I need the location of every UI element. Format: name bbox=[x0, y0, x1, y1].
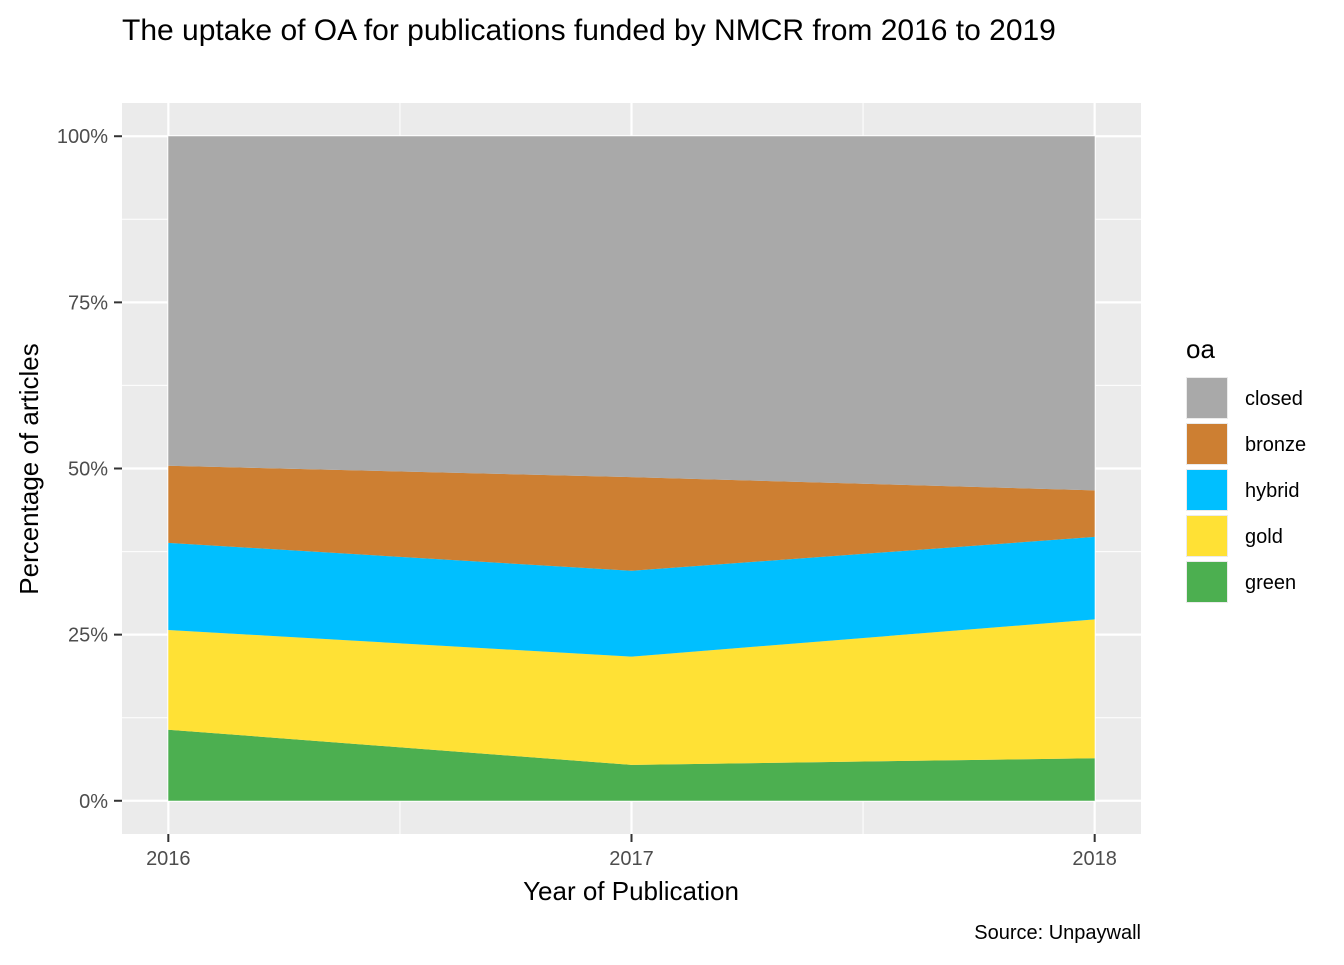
legend-label-gold: gold bbox=[1245, 526, 1283, 548]
legend-swatch-green bbox=[1187, 562, 1227, 602]
y-tick-label: 0% bbox=[79, 791, 108, 813]
y-tick-label: 50% bbox=[68, 459, 108, 481]
y-tick-label: 75% bbox=[68, 292, 108, 314]
area-green bbox=[168, 729, 1095, 801]
y-axis-label: Percentage of articles bbox=[14, 343, 44, 594]
x-tick-label: 2018 bbox=[1072, 848, 1117, 870]
area-gold bbox=[168, 619, 1095, 765]
legend-swatch-closed bbox=[1187, 378, 1227, 418]
x-tick-label: 2017 bbox=[609, 848, 654, 870]
legend-swatch-bronze bbox=[1187, 424, 1227, 464]
y-tick-label: 100% bbox=[57, 126, 108, 148]
legend-label-closed: closed bbox=[1245, 388, 1303, 410]
legend-title: oa bbox=[1186, 334, 1215, 364]
area-closed bbox=[168, 136, 1095, 491]
x-axis-label: Year of Publication bbox=[523, 876, 739, 906]
legend-swatch-gold bbox=[1187, 516, 1227, 556]
legend-label-hybrid: hybrid bbox=[1245, 480, 1299, 502]
plot-panel: 0% 25% 50% 75% 100% 2016 2017 2018 bbox=[57, 103, 1141, 870]
legend-label-green: green bbox=[1245, 572, 1296, 594]
area-hybrid bbox=[168, 536, 1095, 657]
legend-label-bronze: bronze bbox=[1245, 434, 1306, 456]
x-tick-label: 2016 bbox=[146, 848, 191, 870]
y-tick-label: 25% bbox=[68, 625, 108, 647]
legend: oa closed bronze hybrid gold green bbox=[1186, 334, 1306, 603]
chart-title: The uptake of OA for publications funded… bbox=[122, 14, 1056, 47]
caption: Source: Unpaywall bbox=[974, 922, 1141, 944]
area-bronze bbox=[168, 465, 1095, 571]
legend-swatch-hybrid bbox=[1187, 470, 1227, 510]
